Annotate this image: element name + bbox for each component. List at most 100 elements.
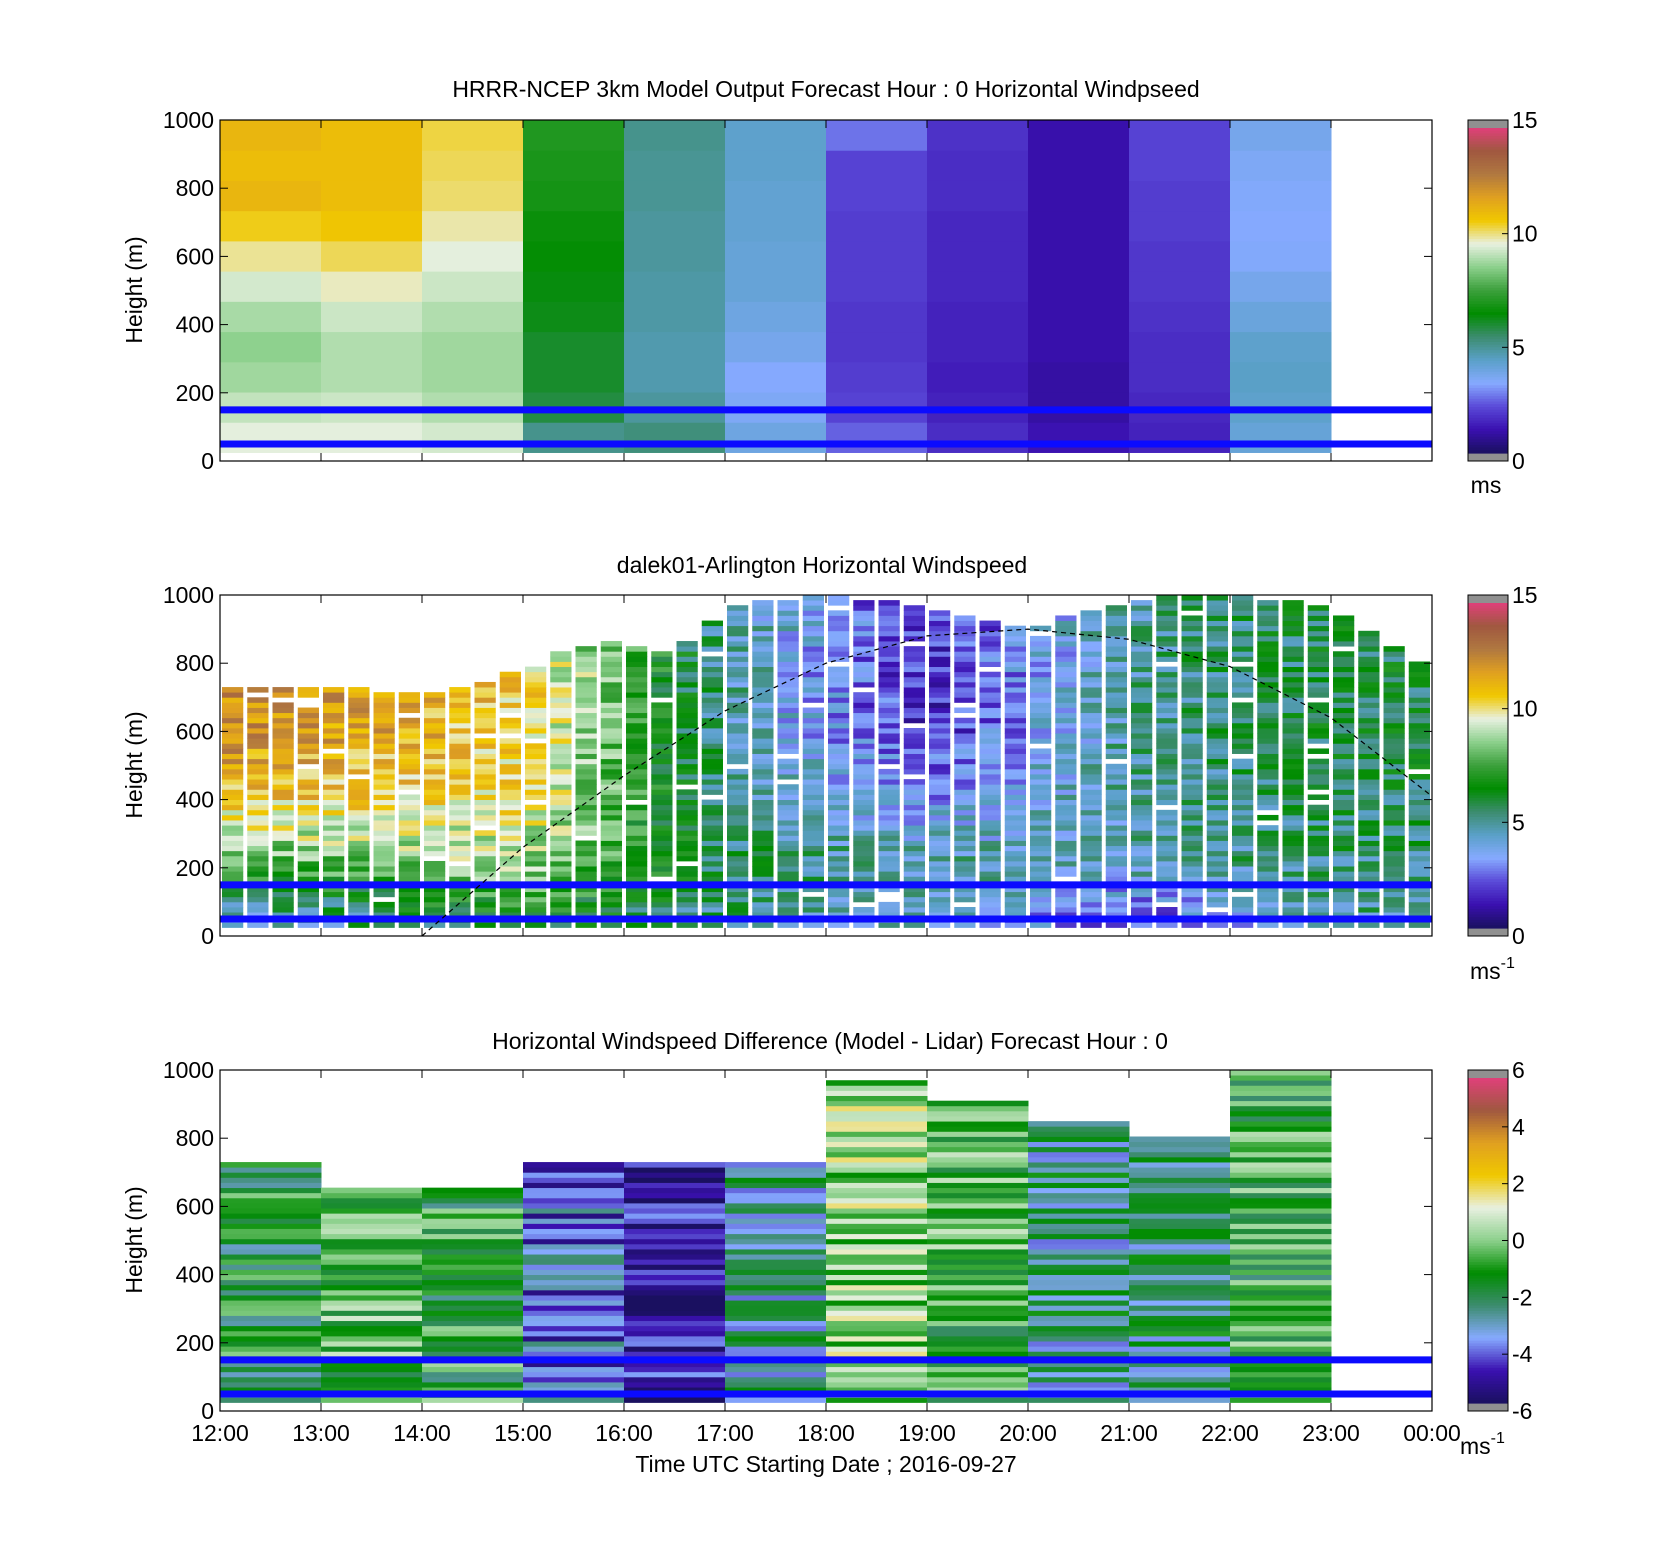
- lidar-cell: [1055, 743, 1077, 749]
- lidar-cell: [247, 717, 269, 724]
- difference-cell: [624, 1371, 726, 1378]
- lidar-cell: [1282, 651, 1304, 657]
- lidar-cell: [853, 866, 875, 872]
- lidar-cell: [701, 748, 723, 754]
- lidar-cell: [247, 753, 269, 760]
- lidar-cell: [398, 717, 420, 724]
- difference-cell: [624, 1177, 726, 1183]
- difference-cell: [321, 1335, 423, 1342]
- colorbar-segment: [1468, 309, 1508, 313]
- lidar-cell: [954, 722, 976, 729]
- lidar-cell: [1307, 866, 1329, 872]
- lidar-cell: [348, 896, 370, 903]
- lidar-cell: [777, 784, 799, 790]
- lidar-cell: [752, 901, 774, 908]
- lidar-cell: [575, 651, 597, 657]
- lidar-cell: [1156, 615, 1178, 621]
- lidar-cell: [1055, 774, 1077, 780]
- lidar-cell: [600, 712, 622, 719]
- lidar-cell: [1131, 804, 1153, 811]
- model-cell: [725, 301, 827, 333]
- lidar-cell: [676, 733, 698, 739]
- lidar-cell: [777, 763, 799, 770]
- lidar-cell: [626, 753, 648, 760]
- difference-cell: [321, 1320, 423, 1327]
- difference-cell: [1028, 1279, 1130, 1286]
- lidar-cell: [651, 692, 673, 698]
- lidar-cell: [575, 830, 597, 836]
- lidar-cell: [979, 825, 1001, 831]
- difference-cell: [1129, 1330, 1231, 1337]
- colorbar-tick-label: 6: [1512, 1057, 1525, 1083]
- lidar-cell: [1206, 768, 1228, 775]
- lidar-cell: [222, 743, 244, 749]
- lidar-cell: [222, 804, 244, 811]
- difference-cell: [826, 1387, 928, 1393]
- lidar-cell: [1383, 733, 1405, 739]
- lidar-cell: [1408, 876, 1430, 882]
- lidar-cell: [1080, 748, 1102, 754]
- lidar-cell: [1004, 901, 1026, 908]
- colorbar-segment: [1468, 1327, 1508, 1331]
- lidar-cell: [853, 727, 875, 734]
- lidar-cell: [1131, 845, 1153, 852]
- colorbar-segment: [1468, 1386, 1508, 1391]
- colorbar-segment: [1468, 331, 1508, 335]
- lidar-cell: [903, 799, 925, 806]
- lidar-cell: [752, 707, 774, 714]
- difference-cell: [1028, 1387, 1130, 1393]
- difference-cell: [725, 1315, 827, 1322]
- lidar-cell: [449, 825, 471, 831]
- lidar-cell: [1055, 676, 1077, 683]
- lidar-cell: [853, 896, 875, 903]
- lidar-cell: [777, 799, 799, 806]
- lidar-cell: [297, 753, 319, 760]
- lidar-cell: [575, 687, 597, 693]
- lidar-cell: [1105, 850, 1127, 857]
- lidar-cell: [1004, 702, 1026, 708]
- lidar-cell: [1307, 804, 1329, 811]
- model-cell: [1028, 301, 1130, 333]
- lidar-cell: [348, 712, 370, 719]
- lidar-cell: [398, 774, 420, 780]
- lidar-cell: [676, 809, 698, 816]
- difference-cell: [624, 1361, 726, 1368]
- lidar-cell: [954, 784, 976, 790]
- lidar-cell: [752, 630, 774, 637]
- lidar-cell: [247, 814, 269, 821]
- lidar-cell: [1030, 820, 1052, 826]
- lidar-cell: [903, 681, 925, 688]
- lidar-cell: [525, 845, 547, 852]
- difference-cell: [725, 1259, 827, 1265]
- lidar-cell: [550, 656, 572, 662]
- difference-cell: [826, 1146, 928, 1153]
- lidar-cell: [499, 779, 521, 785]
- lidar-cell: [449, 687, 471, 693]
- lidar-cell: [1004, 712, 1026, 719]
- lidar-cell: [802, 615, 824, 621]
- model-cell: [826, 301, 928, 333]
- lidar-cell: [979, 733, 1001, 739]
- lidar-cell: [1307, 886, 1329, 893]
- lidar-cell: [424, 866, 446, 872]
- colorbar-segment: [1468, 814, 1508, 818]
- lidar-cell: [1408, 727, 1430, 734]
- colorbar-segment: [1468, 1156, 1508, 1160]
- lidar-cell: [626, 661, 648, 668]
- difference-cell: [725, 1254, 827, 1260]
- lidar-cell: [701, 687, 723, 693]
- lidar-cell: [828, 646, 850, 652]
- lidar-cell: [626, 738, 648, 744]
- lidar-cell: [1383, 825, 1405, 831]
- lidar-cell: [701, 907, 723, 913]
- lidar-cell: [903, 922, 925, 928]
- lidar-cell: [929, 825, 951, 831]
- lidar-cell: [954, 641, 976, 647]
- lidar-cell: [979, 620, 1001, 627]
- lidar-cell: [272, 753, 294, 760]
- lidar-cell: [929, 774, 951, 780]
- lidar-cell: [1408, 687, 1430, 693]
- lidar-cell: [727, 866, 749, 872]
- difference-cell: [321, 1269, 423, 1275]
- lidar-cell: [424, 809, 446, 816]
